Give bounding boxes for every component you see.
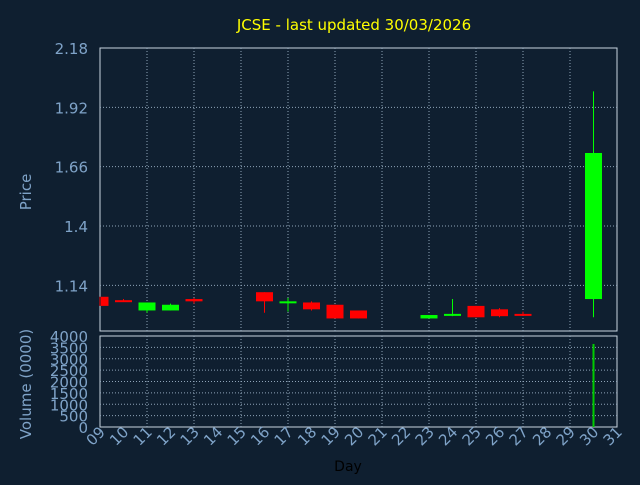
volume-axis-label: Volume (0000) [17,329,35,439]
candle-body [514,313,532,316]
candles [99,91,602,319]
volume-y-tick-label: 0 [78,419,88,437]
volume-bar [592,343,595,427]
price-y-tick-label: 1.92 [55,99,88,117]
price-plot-frame [99,47,618,332]
volume-grid [100,336,617,427]
candle-body [138,302,156,311]
volume-y-tick-label: 2000 [50,374,88,392]
price-y-tick-label: 2.18 [55,40,88,58]
price-y-tick-label: 1.14 [55,277,88,295]
volume-y-tick-label: 500 [59,408,88,426]
candle-body [444,313,461,316]
candle-body [420,315,438,319]
price-y-tick-label: 1.4 [64,218,88,236]
candle-body [350,310,367,319]
volume-y-tick-label: 3000 [50,351,88,369]
volume-bars [592,343,595,427]
volume-y-tick-label: 2500 [50,362,88,380]
x-ticks: 0910111213141516171819202122232425262728… [83,423,626,449]
candle-body [256,292,273,302]
volume-y-tick-label: 4000 [50,328,88,346]
volume-y-tick-label: 1000 [50,396,88,414]
price-y-ticks: 2.18 1.92 1.66 1.4 1.14 [55,40,88,295]
candle-body [326,304,344,319]
chart-title: JCSE - last updated 30/03/2026 [236,16,471,34]
candle-body [185,299,203,302]
day-axis-label: Day [334,459,362,475]
candle-body [491,309,508,317]
volume-y-tick-label: 3500 [50,339,88,357]
candle-body [101,296,109,306]
volume-y-tick-label: 1500 [50,385,88,403]
price-axis-label: Price [17,174,35,211]
candle-body [585,152,602,300]
candle-body [467,305,485,318]
price-y-tick-label: 1.66 [55,159,88,177]
candle-body [279,301,297,304]
candle-body [115,300,132,303]
price-grid [100,48,617,331]
candle-body [303,302,320,310]
candle-body [162,304,179,311]
